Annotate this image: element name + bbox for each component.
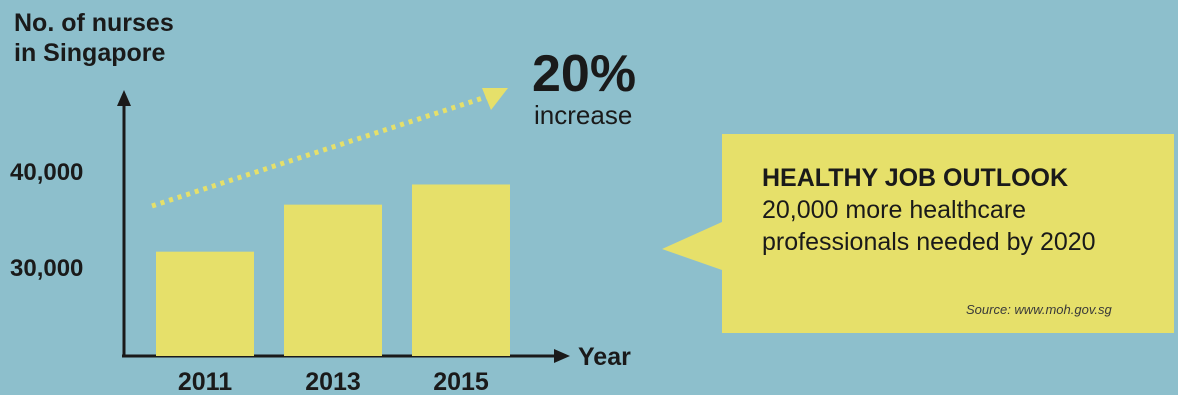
bar-2015 — [412, 184, 510, 356]
callout-bubble — [662, 134, 1174, 333]
x-tick-label-2015: 2015 — [433, 368, 489, 395]
callout-line-2: professionals needed by 2020 — [762, 228, 1096, 256]
y-axis-label-line2: in Singapore — [14, 39, 166, 67]
y-tick-label-40000: 40,000 — [10, 159, 83, 186]
callout-source: Source: www.moh.gov.sg — [966, 302, 1112, 317]
trend-percentage: 20% — [532, 45, 637, 103]
x-tick-label-2011: 2011 — [178, 368, 232, 395]
bar-2011 — [156, 251, 254, 356]
y-axis-label: No. of nurses in Singapore — [14, 8, 174, 68]
callout-title: HEALTHY JOB OUTLOOK — [762, 164, 1069, 192]
callout-text: HEALTHY JOB OUTLOOK 20,000 more healthca… — [762, 162, 1096, 258]
x-axis-label: Year — [578, 343, 631, 371]
bar-2013 — [284, 204, 382, 356]
trend-arrowhead — [482, 88, 508, 110]
y-axis-label-line1: No. of nurses — [14, 9, 174, 37]
x-tick-label-2013: 2013 — [305, 368, 361, 395]
trend-label: increase — [534, 100, 633, 130]
y-tick-label-30000: 30,000 — [10, 255, 83, 282]
x-axis-arrow — [554, 349, 570, 363]
callout-line-1: 20,000 more healthcare — [762, 196, 1027, 224]
y-axis-arrow — [117, 90, 131, 106]
